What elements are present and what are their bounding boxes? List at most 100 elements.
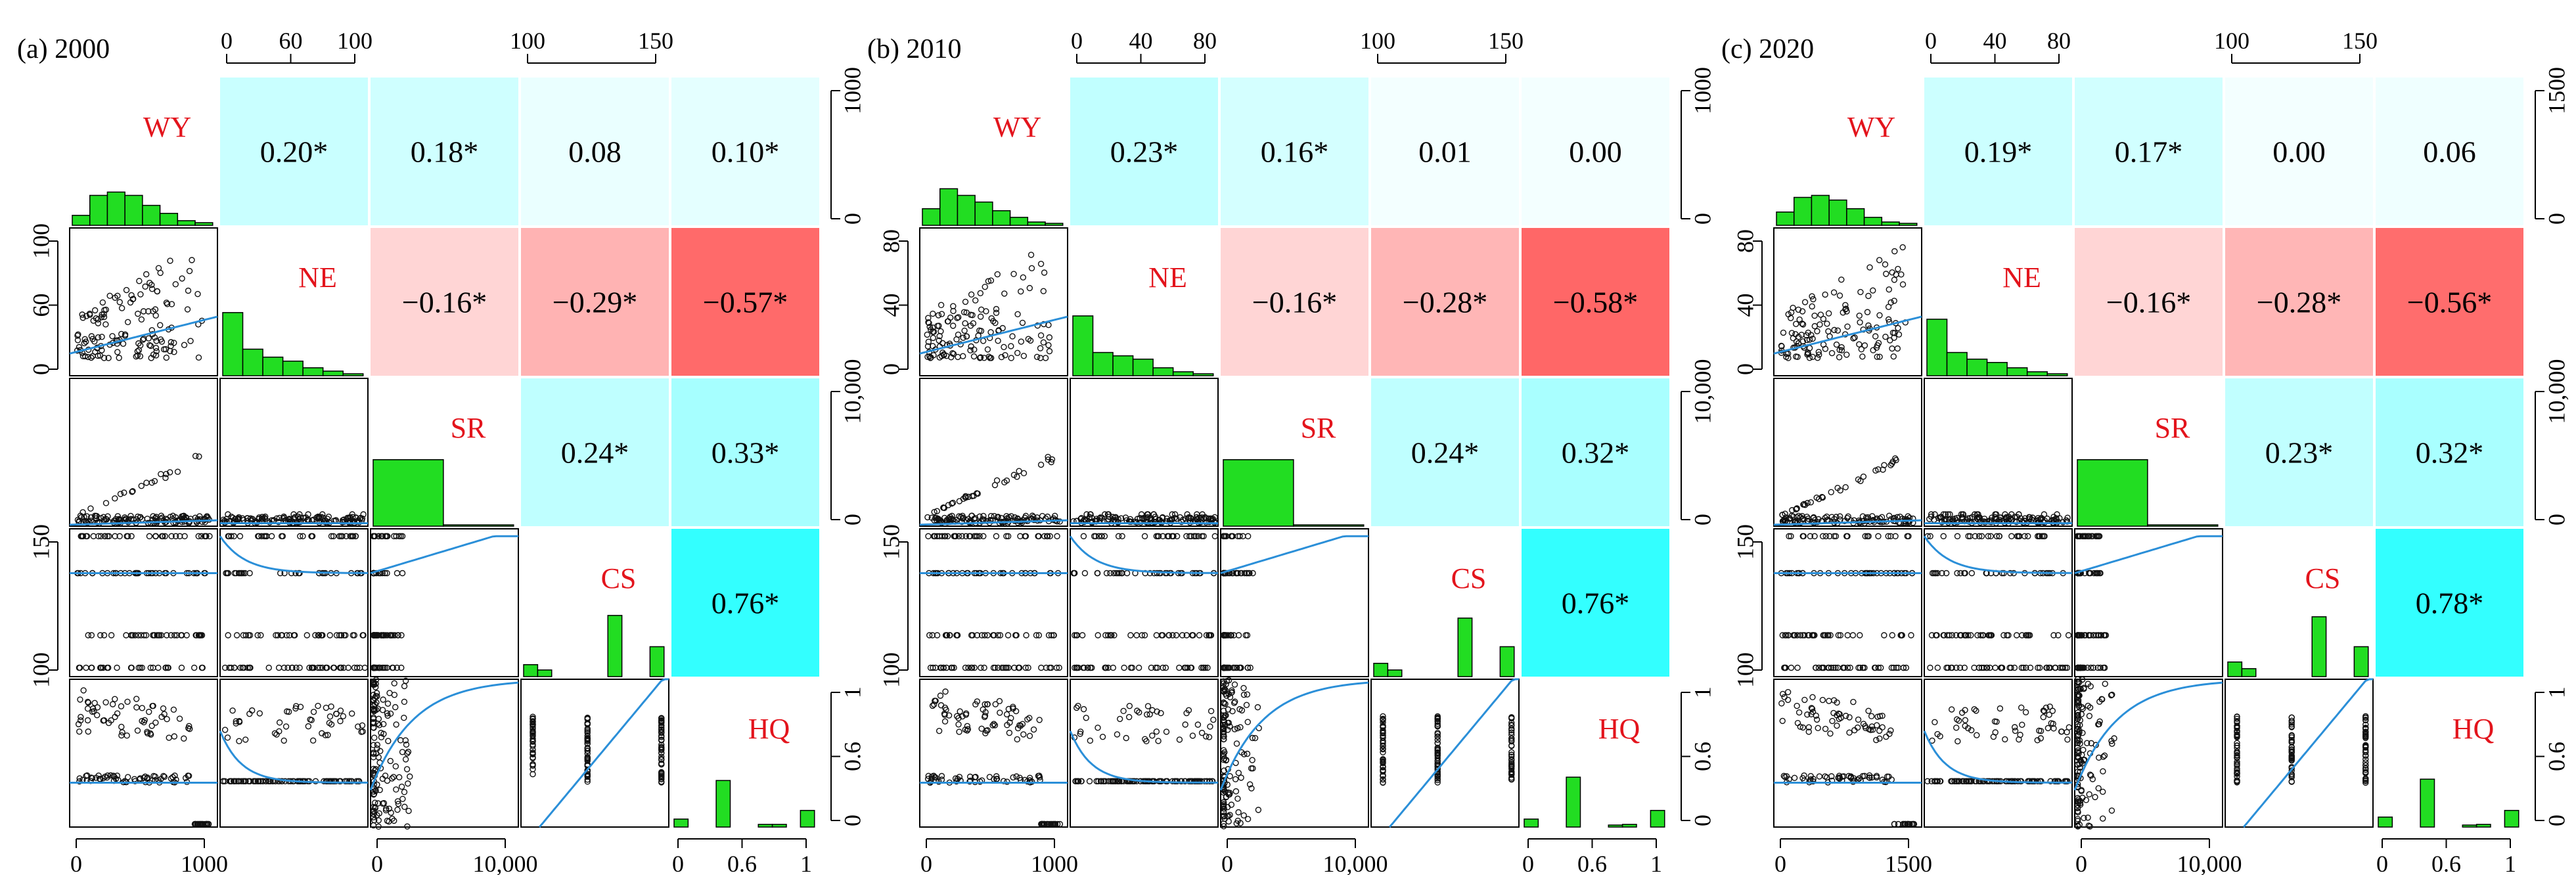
scatter-point <box>1224 803 1231 811</box>
smooth-line <box>1069 535 1219 574</box>
scatter-frame <box>919 378 1068 527</box>
scatter-point <box>102 500 110 506</box>
correlation-value: 0.17* <box>2115 135 2183 169</box>
scatter-point <box>1968 570 1976 577</box>
scatter-point <box>1987 632 1994 639</box>
scatter-point <box>1195 533 1202 539</box>
scatter-point <box>1105 516 1112 523</box>
scatter-point <box>2362 756 2369 763</box>
scatter-point <box>2074 715 2081 722</box>
scatter-point <box>1103 570 1110 577</box>
scatter-point <box>1225 818 1232 825</box>
scatter-point <box>996 698 1003 705</box>
scatter-point <box>152 533 159 539</box>
scatter-point <box>1091 533 1098 539</box>
scatter-point <box>374 632 382 639</box>
scatter-point <box>1881 632 1887 639</box>
scatter-point <box>1086 514 1093 520</box>
scatter-point <box>118 703 125 709</box>
scatter-point <box>1928 513 1935 520</box>
scatter-frame <box>1924 528 2073 677</box>
scatter-point <box>1811 312 1818 319</box>
scatter-point <box>1434 733 1441 740</box>
scatter-point <box>223 570 229 577</box>
axis-right-hq: 00.61 <box>2535 686 2569 826</box>
scatter-point <box>2064 736 2071 743</box>
correlation-cell <box>371 228 518 376</box>
tick-label: 0 <box>28 363 54 375</box>
tick-label: 0 <box>2543 815 2569 826</box>
scatter-point <box>1807 499 1815 506</box>
scatter-point <box>1229 570 1236 577</box>
scatter-point <box>1198 515 1204 522</box>
scatter-point <box>1033 632 1040 639</box>
scatter-point <box>947 632 953 639</box>
scatter-point <box>186 267 193 275</box>
scatter-point <box>278 778 285 784</box>
scatter-point <box>930 664 936 671</box>
scatter-point <box>936 727 943 734</box>
scatter-point <box>1122 514 1129 521</box>
scatter-point <box>144 730 151 737</box>
scatter-point <box>1948 664 1955 671</box>
scatter-point <box>325 513 332 520</box>
scatter-point <box>1095 632 1101 639</box>
scatter-point <box>262 513 269 520</box>
scatter-point <box>1864 514 1872 521</box>
scatter-point <box>1131 518 1138 525</box>
histogram-bar <box>242 348 263 376</box>
scatter-point <box>930 310 936 317</box>
variable-label-hq: HQ <box>1598 713 1640 745</box>
scatter-point <box>1905 533 1912 539</box>
scatter-point <box>1221 801 1227 807</box>
scatter-point <box>988 315 995 322</box>
scatter-point <box>77 717 84 724</box>
scatter-point <box>1949 518 1956 525</box>
histogram-bar <box>72 215 91 226</box>
scatter-point <box>1813 716 1820 723</box>
scatter-point <box>225 570 231 577</box>
scatter-point <box>1508 756 1515 763</box>
scatter-point <box>2077 533 2084 539</box>
scatter-point <box>91 700 98 706</box>
smooth-line <box>219 730 368 784</box>
scatter-point <box>221 727 229 733</box>
scatter-point <box>129 487 136 495</box>
scatter-point <box>1106 513 1112 520</box>
histogram-bar <box>302 367 324 376</box>
scatter-point <box>1991 718 1999 725</box>
tick-label: 80 <box>1732 229 1758 253</box>
scatter-point <box>132 632 139 639</box>
scatter-point <box>293 664 300 671</box>
scatter-point <box>994 271 1001 278</box>
scatter-point <box>196 513 203 520</box>
scatter-frame <box>2074 679 2223 828</box>
scatter-point <box>1134 707 1141 714</box>
scatter-point <box>1894 514 1901 520</box>
scatter-point <box>1793 506 1799 513</box>
scatter-point <box>1846 714 1853 721</box>
scatter-point <box>944 533 951 539</box>
scatter-point <box>1788 664 1795 671</box>
scatter-point <box>1884 773 1891 780</box>
scatter-point <box>1223 678 1231 684</box>
scatter-point <box>1136 709 1142 716</box>
scatter-point <box>948 664 955 671</box>
scatter-point <box>1169 632 1176 639</box>
scatter-point <box>1155 738 1162 744</box>
scatter-point <box>1240 533 1246 539</box>
scatter-point <box>2002 736 2008 743</box>
scatter-point <box>395 801 402 807</box>
scatter-point <box>1954 570 1960 577</box>
scatter-point <box>956 729 962 735</box>
scatter-point <box>187 725 193 732</box>
scatter-point <box>327 632 333 639</box>
scatter-point <box>1870 287 1876 294</box>
scatter-point <box>193 632 200 639</box>
scatter-point <box>1434 765 1441 772</box>
scatter-point <box>273 515 281 522</box>
scatter-point <box>194 820 201 828</box>
scatter-point <box>1144 711 1150 718</box>
scatter-point <box>2080 746 2087 753</box>
